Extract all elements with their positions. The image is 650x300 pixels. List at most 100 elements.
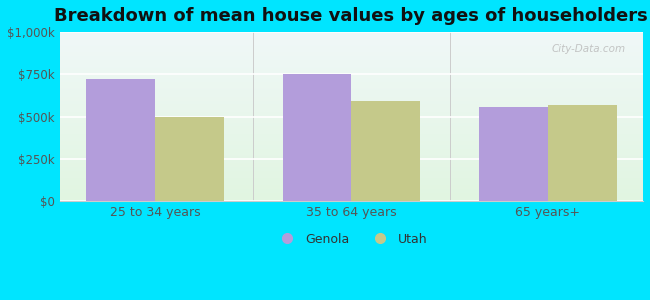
Bar [60, 164, 643, 165]
Bar [283, 74, 351, 201]
Bar [60, 91, 643, 92]
Bar [60, 122, 643, 123]
Bar [60, 156, 643, 157]
Bar [60, 194, 643, 195]
Bar [60, 115, 643, 116]
Bar [60, 133, 643, 134]
Bar [60, 68, 643, 69]
Bar [60, 103, 643, 104]
Bar [60, 168, 643, 169]
Bar [60, 135, 643, 136]
Bar [60, 117, 643, 118]
Bar [60, 116, 643, 117]
Bar [60, 59, 643, 60]
Bar [60, 180, 643, 181]
Bar [60, 37, 643, 38]
Bar [60, 36, 643, 37]
Bar [60, 58, 643, 59]
Bar [60, 136, 643, 137]
Bar [60, 175, 643, 176]
Bar [60, 151, 643, 152]
Bar [60, 84, 643, 85]
Bar [60, 171, 643, 172]
Bar [60, 71, 643, 72]
Bar [60, 94, 643, 95]
Bar [60, 72, 643, 73]
Bar [60, 88, 643, 89]
Bar [60, 146, 643, 147]
Bar [60, 97, 643, 98]
Bar [60, 112, 643, 113]
Bar [60, 155, 643, 156]
Bar [60, 39, 643, 40]
Bar [60, 161, 643, 162]
Bar [60, 149, 643, 150]
Bar [60, 66, 643, 67]
Bar [60, 85, 643, 86]
Text: City-Data.com: City-Data.com [551, 44, 625, 54]
Bar [60, 137, 643, 138]
Bar [60, 46, 643, 47]
Bar [60, 152, 643, 153]
Bar [60, 76, 643, 77]
Bar [60, 60, 643, 61]
Bar [60, 113, 643, 114]
Bar [60, 131, 643, 132]
Bar [60, 150, 643, 151]
Bar [60, 195, 643, 196]
Bar [60, 188, 643, 189]
Bar [60, 96, 643, 97]
Bar [60, 98, 643, 99]
Bar [60, 80, 643, 81]
Bar [60, 69, 643, 70]
Bar [60, 138, 643, 139]
Bar [60, 182, 643, 183]
Bar [60, 148, 643, 149]
Legend: Genola, Utah: Genola, Utah [271, 229, 432, 249]
Bar [60, 166, 643, 167]
Bar [60, 102, 643, 103]
Bar [60, 51, 643, 52]
Bar [60, 64, 643, 65]
Bar [60, 100, 643, 101]
Bar [60, 78, 643, 79]
Bar [60, 186, 643, 187]
Bar [60, 183, 643, 184]
Bar [60, 48, 643, 49]
Bar [60, 45, 643, 46]
Bar [60, 79, 643, 80]
Bar [60, 92, 643, 93]
Bar [60, 106, 643, 107]
Bar [60, 198, 643, 199]
Bar [60, 114, 643, 115]
Bar [479, 106, 548, 201]
Bar [60, 120, 643, 121]
Bar [60, 83, 643, 84]
Bar [60, 162, 643, 163]
Bar [60, 177, 643, 178]
Bar [60, 130, 643, 131]
Bar [60, 141, 643, 142]
Bar [60, 132, 643, 133]
Bar [60, 105, 643, 106]
Bar [60, 145, 643, 146]
Bar [60, 95, 643, 96]
Bar [60, 142, 643, 143]
Bar [60, 128, 643, 129]
Bar [60, 165, 643, 166]
Bar [60, 77, 643, 78]
Bar [60, 196, 643, 197]
Bar [155, 117, 224, 201]
Bar [60, 43, 643, 44]
Bar [60, 181, 643, 182]
Bar [60, 32, 643, 33]
Bar [60, 147, 643, 148]
Bar [60, 163, 643, 164]
Bar [60, 63, 643, 64]
Bar [60, 86, 643, 87]
Bar [60, 184, 643, 185]
Bar [60, 125, 643, 126]
Bar [60, 101, 643, 102]
Bar [60, 33, 643, 34]
Bar [60, 108, 643, 109]
